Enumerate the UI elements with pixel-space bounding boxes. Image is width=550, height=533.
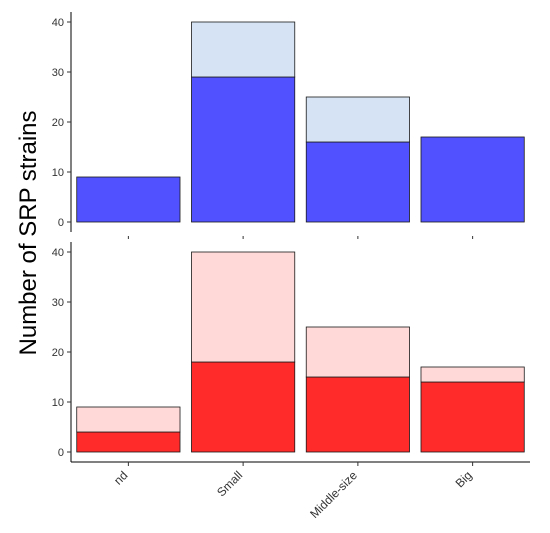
- y-tick-label: 0: [58, 447, 64, 459]
- y-tick-label: 10: [52, 167, 64, 179]
- bar-top-small-segment-2: [191, 21, 296, 78]
- y-tick-label: 40: [52, 17, 64, 29]
- bar-bottom-middle-size-segment-2: [305, 326, 410, 378]
- y-tick-label: 20: [52, 347, 64, 359]
- y-tick-label: 10: [52, 397, 64, 409]
- y-tick-label: 40: [52, 247, 64, 259]
- bar-bottom-nd-segment-1: [76, 431, 181, 453]
- x-tick-label: Big: [453, 468, 475, 490]
- bar-bottom-big-segment-1: [420, 381, 525, 453]
- top-panel: 0 10 20 30 40: [52, 12, 525, 232]
- y-axis-title: Number of SRP strains: [15, 111, 42, 356]
- bar-bottom-nd-segment-2: [76, 406, 181, 433]
- bar-top-middle-size-segment-1: [305, 141, 410, 223]
- y-tick-label: 30: [52, 297, 64, 309]
- bar-top-middle-size-segment-2: [305, 96, 410, 143]
- bar-bottom-middle-size-segment-1: [305, 376, 410, 453]
- y-tick-label: 30: [52, 67, 64, 79]
- y-tick-label: 20: [52, 117, 64, 129]
- bar-bottom-small-segment-1: [191, 361, 296, 453]
- bottom-panel: 0 10 20 30 40: [52, 242, 525, 462]
- bar-top-nd-segment-1: [76, 176, 181, 223]
- x-tick-label: nd: [111, 468, 130, 487]
- x-tick-label: Small: [214, 468, 245, 499]
- bar-top-small-segment-1: [191, 76, 296, 223]
- y-tick-label: 0: [58, 217, 64, 229]
- x-tick-label: Middle-size: [307, 468, 360, 521]
- bar-bottom-big-segment-2: [420, 366, 525, 383]
- bar-bottom-small-segment-2: [191, 251, 296, 363]
- bar-top-big-segment-1: [420, 136, 525, 223]
